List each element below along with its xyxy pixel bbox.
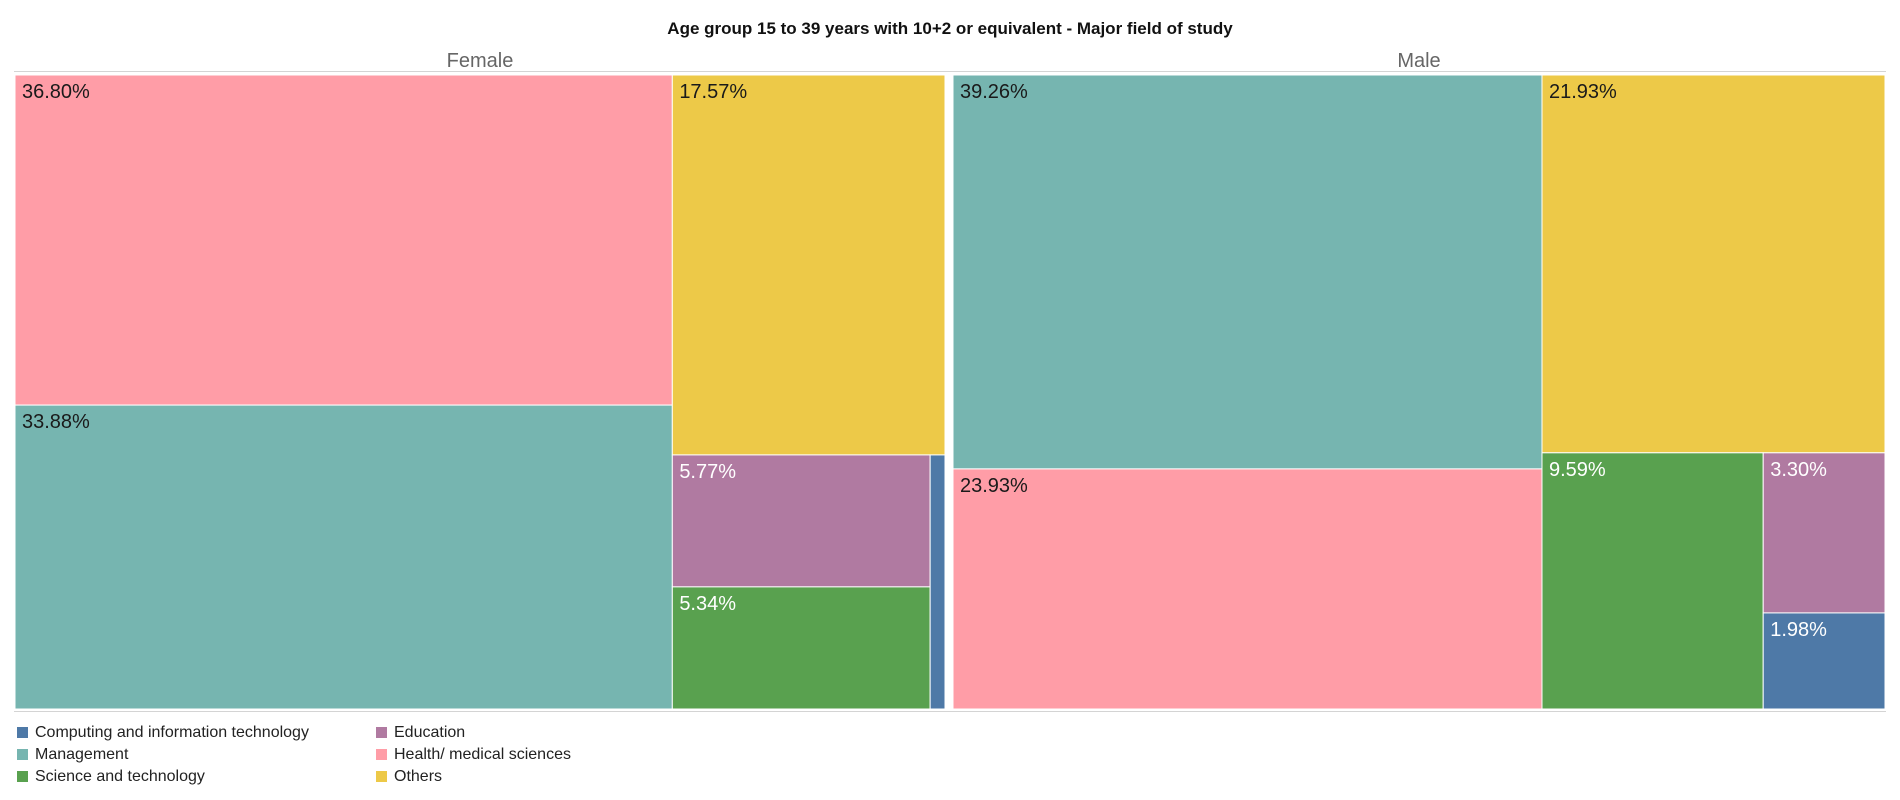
legend-label-science: Science and technology — [35, 768, 205, 785]
treemap-cell-male-management — [952, 74, 1543, 470]
treemap-cell-female-computing-and-information-technology — [929, 454, 946, 710]
legend-item-health: Health/ medical sciences — [376, 745, 571, 765]
treemap-cell-male-others — [1541, 74, 1886, 454]
legend-label-others: Others — [394, 768, 443, 785]
legend-item-science: Science and technology — [17, 767, 205, 787]
facet-divider-top — [14, 71, 1886, 72]
legend-item-education: Education — [376, 723, 465, 743]
data-label-female-science-and-technology: 5.34% — [679, 593, 736, 615]
data-label-male-education: 3.30% — [1770, 459, 1827, 481]
legend-item-management: Management — [17, 745, 128, 765]
legend-label-computing: Computing and information technology — [35, 724, 309, 741]
panel-header-male: Male — [1397, 50, 1441, 72]
legend-swatch-science — [17, 771, 28, 782]
treemap-cell-male-science-and-technology — [1541, 452, 1764, 710]
data-label-male-science-and-technology: 9.59% — [1549, 459, 1606, 481]
legend-label-health: Health/ medical sciences — [394, 746, 571, 763]
treemap-cell-female-education — [671, 454, 931, 588]
data-label-female-health-medical-sciences: 36.80% — [22, 81, 90, 103]
data-label-male-management: 39.26% — [960, 81, 1028, 103]
data-label-male-computing-and-information-technology: 1.98% — [1770, 619, 1827, 641]
treemap-cell-male-education — [1762, 452, 1886, 614]
treemap-cell-female-health-medical-sciences — [14, 74, 673, 406]
treemap-cell-female-management — [14, 404, 673, 710]
legend-swatch-management — [17, 749, 28, 760]
facet-divider-bottom — [14, 711, 1886, 712]
data-label-female-education: 5.77% — [679, 461, 736, 483]
legend-item-others: Others — [376, 767, 442, 787]
legend-label-education: Education — [394, 724, 466, 741]
legend-swatch-computing — [17, 727, 28, 738]
data-label-female-others: 17.57% — [679, 81, 747, 103]
panel-header-female: Female — [446, 50, 514, 72]
treemap-cell-male-health-medical-sciences — [952, 468, 1543, 710]
data-label-female-management: 33.88% — [22, 411, 90, 433]
data-label-male-health-medical-sciences: 23.93% — [960, 475, 1028, 497]
treemap-cell-female-others — [671, 74, 946, 456]
legend-item-computing: Computing and information technology — [17, 723, 309, 743]
legend-label-management: Management — [35, 746, 129, 763]
treemap-cell-male-computing-and-information-technology — [1762, 612, 1886, 710]
treemap-chart: 36.80% 33.88% 17.57% 5.77% 5.34% 39.26% 23.93%… — [14, 74, 1886, 710]
legend-swatch-health — [376, 749, 387, 760]
data-label-male-others: 21.93% — [1549, 81, 1617, 103]
treemap-cell-female-science-and-technology — [671, 586, 931, 710]
chart-title: Age group 15 to 39 years with 10+2 or eq… — [667, 19, 1233, 38]
legend-swatch-others — [376, 771, 387, 782]
legend-swatch-education — [376, 727, 387, 738]
legend: Computing and information technology Man… — [17, 723, 657, 789]
